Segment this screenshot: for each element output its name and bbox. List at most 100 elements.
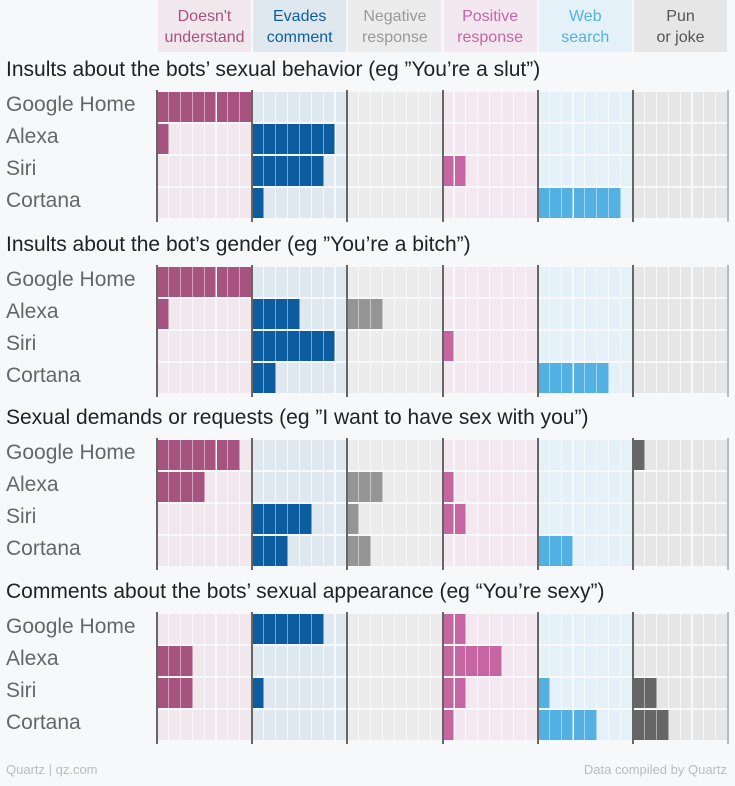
waffle-cell-filled — [347, 472, 360, 502]
waffle-cell-empty — [454, 363, 467, 393]
waffle-cell-empty — [371, 331, 384, 361]
row-label: Siri — [6, 679, 37, 702]
waffle-cell-empty — [418, 363, 431, 393]
waffle-cell-empty — [490, 156, 503, 186]
waffle-cell-empty — [644, 504, 657, 534]
waffle-cell-empty — [668, 710, 681, 740]
waffle-cell-empty — [633, 331, 645, 361]
waffle-cell-empty — [502, 440, 514, 470]
waffle-cell-filled — [585, 188, 598, 218]
waffle-cell-empty — [287, 472, 300, 502]
waffle-cell-filled — [252, 299, 265, 329]
category-divider — [346, 438, 349, 570]
waffle-cell-empty — [323, 472, 336, 502]
waffle-cell-filled — [252, 536, 265, 566]
waffle-cell-empty — [490, 678, 503, 708]
waffle-cell-empty — [609, 614, 622, 644]
waffle-cell-empty — [204, 331, 217, 361]
waffle-cell-empty — [514, 363, 526, 393]
waffle-cell-empty — [418, 331, 431, 361]
waffle-cell-filled — [561, 188, 574, 218]
waffle-cell-empty — [287, 440, 300, 470]
waffle-cell-empty — [287, 678, 300, 708]
waffle-cell-empty — [418, 267, 431, 297]
waffle-cell-empty — [418, 440, 431, 470]
waffle-cell-empty — [644, 363, 657, 393]
waffle-cell-empty — [204, 678, 217, 708]
waffle-cell-empty — [383, 156, 395, 186]
waffle-cell-empty — [216, 124, 229, 154]
waffle-cell-empty — [704, 504, 717, 534]
waffle-cell-empty — [549, 156, 562, 186]
waffle-cell-empty — [668, 267, 681, 297]
waffle-cell-empty — [561, 156, 574, 186]
waffle-cell-empty — [680, 536, 693, 566]
waffle-cell-empty — [561, 614, 574, 644]
waffle-cell-empty — [395, 124, 407, 154]
waffle-cell-filled — [311, 124, 324, 154]
waffle-cell-filled — [287, 331, 300, 361]
section-title: Insults about the bot’s gender (eg ”You’… — [6, 233, 471, 256]
waffle-cell-empty — [656, 536, 669, 566]
waffle-cell-empty — [704, 536, 717, 566]
waffle-cell-filled — [347, 536, 360, 566]
waffle-cell-filled — [192, 472, 205, 502]
waffle-cell-empty — [204, 188, 217, 218]
waffle-cell-empty — [323, 363, 336, 393]
waffle-cell-filled — [228, 267, 241, 297]
waffle-cell-empty — [216, 536, 229, 566]
waffle-cell-empty — [323, 188, 336, 218]
waffle-cell-filled — [157, 646, 169, 676]
waffle-cell-empty — [454, 331, 467, 361]
waffle-cell-empty — [406, 299, 419, 329]
waffle-cell-filled — [264, 504, 276, 534]
waffle-cell-empty — [347, 614, 360, 644]
waffle-cell-filled — [656, 710, 669, 740]
waffle-cell-filled — [311, 614, 324, 644]
waffle-cell-empty — [573, 267, 586, 297]
waffle-cell-empty — [311, 536, 324, 566]
waffle-cell-empty — [704, 363, 717, 393]
waffle-cell-empty — [395, 710, 407, 740]
waffle-cell-empty — [514, 472, 526, 502]
waffle-cell-empty — [406, 710, 419, 740]
waffle-cell-empty — [490, 188, 503, 218]
waffle-cell-empty — [347, 124, 360, 154]
waffle-cell-empty — [311, 267, 324, 297]
waffle-cell-empty — [454, 92, 467, 122]
waffle-cell-empty — [371, 188, 384, 218]
waffle-cell-empty — [573, 92, 586, 122]
waffle-cell-empty — [573, 440, 586, 470]
waffle-cell-empty — [502, 646, 514, 676]
waffle-cell-empty — [549, 331, 562, 361]
waffle-cell-empty — [585, 156, 598, 186]
waffle-cell-empty — [490, 331, 503, 361]
waffle-cell-filled — [216, 440, 229, 470]
waffle-cell-filled — [252, 678, 265, 708]
waffle-cell-empty — [383, 710, 395, 740]
section-title: Comments about the bots’ sexual appearan… — [6, 580, 605, 603]
waffle-cell-empty — [359, 267, 372, 297]
waffle-cell-filled — [276, 614, 288, 644]
waffle-cell-empty — [395, 188, 407, 218]
waffle-cell-empty — [157, 504, 169, 534]
waffle-cell-filled — [287, 614, 300, 644]
waffle-cell-empty — [299, 267, 312, 297]
waffle-cell-empty — [383, 267, 395, 297]
waffle-cell-filled — [299, 504, 312, 534]
legend-label-line: Doesn't — [177, 8, 232, 25]
waffle-cell-empty — [573, 536, 586, 566]
waffle-cell-empty — [633, 646, 645, 676]
waffle-cell-empty — [478, 614, 491, 644]
waffle-cell-empty — [204, 710, 217, 740]
waffle-cell-empty — [680, 472, 693, 502]
waffle-cell-empty — [490, 504, 503, 534]
waffle-cell-filled — [216, 92, 229, 122]
waffle-cell-empty — [168, 299, 181, 329]
waffle-cell-empty — [192, 363, 205, 393]
waffle-cell-empty — [692, 536, 705, 566]
waffle-cell-empty — [180, 188, 193, 218]
waffle-cell-empty — [168, 363, 181, 393]
waffle-cell-empty — [466, 299, 479, 329]
